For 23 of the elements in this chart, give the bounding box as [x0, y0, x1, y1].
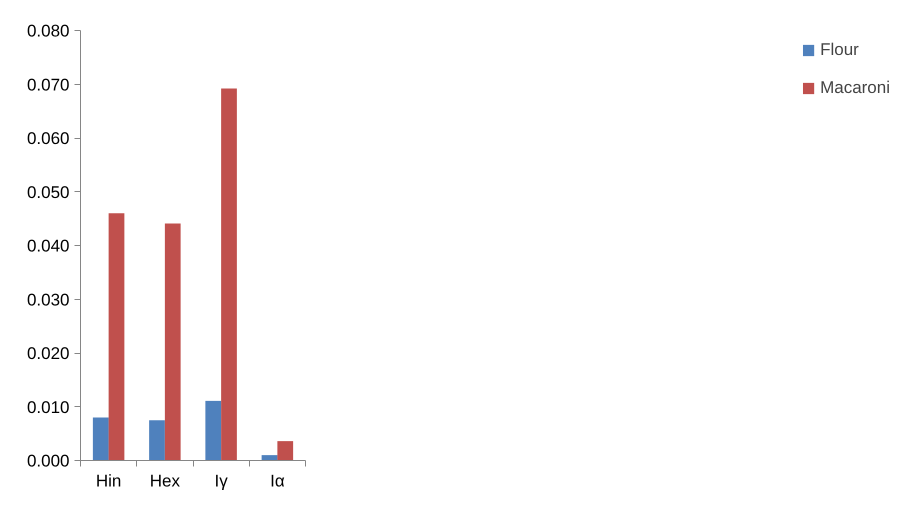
y-tick-label: 0.060 [26, 129, 70, 148]
bar [108, 213, 124, 460]
legend-label: Flour [820, 40, 859, 60]
x-tick-label: Hin [96, 472, 122, 490]
x-tick-label: Hex [150, 472, 180, 490]
y-tick-label: 0.030 [26, 290, 70, 310]
bar [277, 441, 294, 460]
legend-label: Macaroni [820, 78, 890, 98]
bar [92, 418, 109, 460]
x-tick-label: Iγ [214, 472, 228, 490]
y-tick-label: 0.000 [26, 452, 70, 470]
y-tick-label: 0.020 [26, 344, 70, 363]
bar [149, 420, 165, 460]
bar [262, 455, 278, 460]
y-tick-label: 0.040 [26, 236, 70, 256]
bar [221, 88, 237, 460]
y-tick-label: 0.010 [26, 398, 70, 417]
bar [205, 400, 222, 460]
bar [164, 223, 181, 460]
y-tick-label: 0.080 [26, 22, 70, 40]
y-tick-label: 0.050 [26, 182, 70, 202]
y-tick-label: 0.070 [26, 75, 70, 94]
x-tick-label: Iα [270, 472, 285, 490]
